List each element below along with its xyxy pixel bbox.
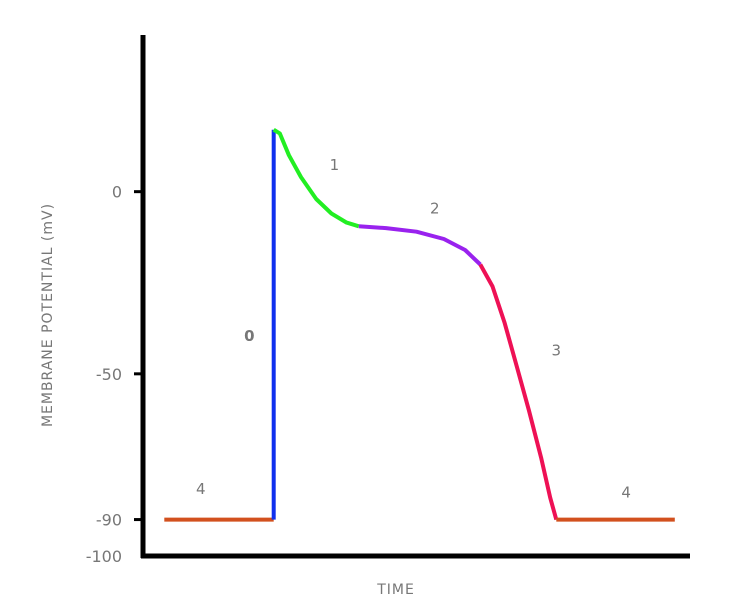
y-tick-label: 0 (112, 183, 122, 202)
axes (140, 35, 690, 559)
x-axis-title: TIME (376, 582, 415, 598)
phase-label-3: 3 (552, 342, 562, 360)
series-group (164, 127, 675, 522)
y-tick-label: -100 (86, 547, 122, 566)
phase-label-2: 2 (430, 200, 440, 218)
y-axis-title: MEMBRANE POTENTIAL (mV) (40, 203, 56, 427)
y-tick-label: -90 (96, 511, 122, 530)
y-ticks: 0 -50 -90 -100 (86, 183, 143, 566)
phase-label-4: 4 (196, 480, 206, 498)
phase-label-1: 1 (330, 156, 340, 174)
phase-3-line (478, 263, 559, 521)
phase-label-4: 4 (621, 484, 631, 502)
phase-1-line (272, 127, 360, 229)
phase-label-0: 0 (244, 327, 254, 345)
y-tick-label: -50 (96, 365, 122, 384)
phase-labels: 0 1 2 3 4 4 (196, 156, 631, 502)
phase-2-line (358, 224, 482, 266)
